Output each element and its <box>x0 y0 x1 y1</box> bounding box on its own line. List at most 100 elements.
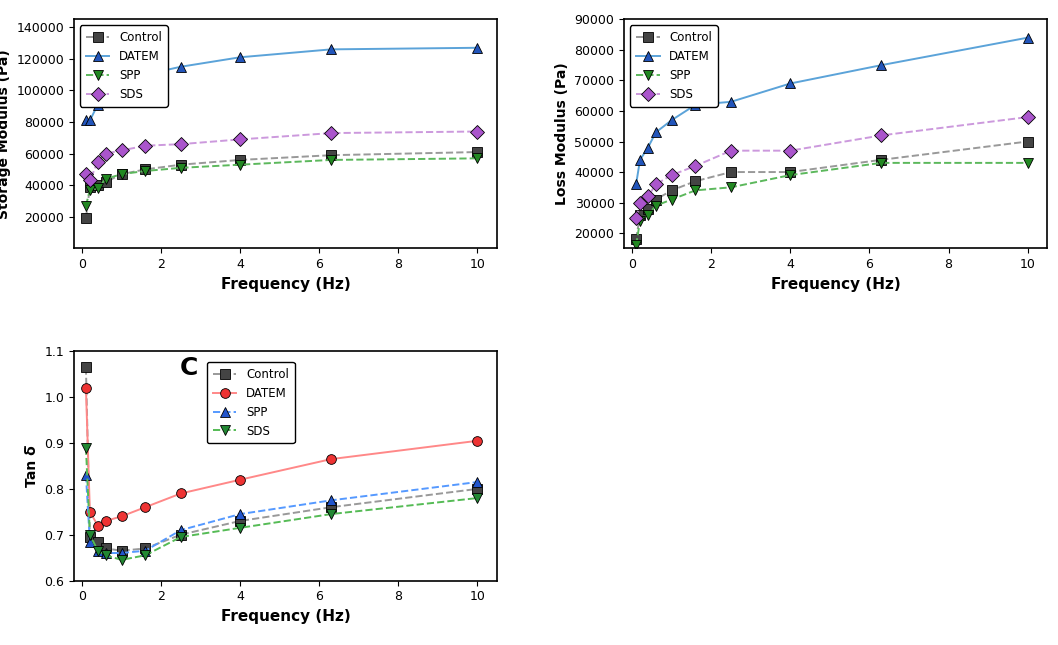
SPP <box>79 202 92 210</box>
SPP <box>175 164 187 172</box>
Control <box>84 533 96 541</box>
Control <box>79 364 92 372</box>
Control <box>91 181 104 189</box>
Text: A: A <box>83 24 102 48</box>
Control <box>875 156 888 164</box>
Control <box>471 485 484 493</box>
Y-axis label: Tan δ̅: Tan δ̅ <box>24 445 39 487</box>
SPP <box>325 156 338 164</box>
SDS <box>471 128 484 135</box>
SDS <box>725 147 737 155</box>
SDS <box>630 214 642 222</box>
SPP <box>471 155 484 163</box>
SPP <box>325 497 338 504</box>
Text: C: C <box>180 356 198 380</box>
SPP <box>641 211 654 219</box>
Control <box>234 156 247 164</box>
Control <box>689 177 701 185</box>
DATEM <box>630 181 642 188</box>
SPP <box>875 159 888 167</box>
Control <box>650 195 662 203</box>
DATEM <box>175 490 187 497</box>
Control <box>725 168 737 176</box>
Control <box>175 161 187 168</box>
Line: DATEM: DATEM <box>81 43 482 125</box>
DATEM <box>115 79 128 86</box>
Line: SPP: SPP <box>81 154 482 211</box>
Line: Control: Control <box>81 147 482 223</box>
DATEM <box>115 513 128 521</box>
Control <box>641 205 654 213</box>
SDS <box>139 142 151 150</box>
Control <box>79 215 92 223</box>
Text: B: B <box>633 24 652 48</box>
DATEM <box>234 476 247 484</box>
Control <box>325 152 338 159</box>
Y-axis label: Loss Modulus (Pa): Loss Modulus (Pa) <box>555 63 569 205</box>
SPP <box>84 186 96 194</box>
SDS <box>471 494 484 502</box>
DATEM <box>84 508 96 515</box>
SDS <box>325 510 338 518</box>
DATEM <box>725 98 737 106</box>
SPP <box>1021 159 1034 167</box>
Control <box>665 186 678 194</box>
Line: SDS: SDS <box>632 112 1033 223</box>
Control <box>91 538 104 546</box>
DATEM <box>634 156 646 164</box>
Control <box>139 544 151 552</box>
SPP <box>99 549 112 557</box>
SPP <box>84 538 96 546</box>
SDS <box>99 551 112 559</box>
SPP <box>471 478 484 486</box>
DATEM <box>91 522 104 530</box>
SDS <box>641 193 654 201</box>
Line: SDS: SDS <box>81 126 482 185</box>
Control <box>139 166 151 174</box>
SPP <box>91 184 104 192</box>
SPP <box>650 202 662 210</box>
DATEM <box>471 44 484 52</box>
Line: DATEM: DATEM <box>632 33 1033 189</box>
DATEM <box>689 101 701 109</box>
SDS <box>79 170 92 178</box>
SPP <box>91 547 104 555</box>
SPP <box>79 471 92 479</box>
Legend: Control, DATEM, SPP, SDS: Control, DATEM, SPP, SDS <box>207 362 295 444</box>
DATEM <box>84 117 96 124</box>
DATEM <box>139 71 151 79</box>
Control <box>325 503 338 511</box>
DATEM <box>99 517 112 525</box>
SDS <box>325 129 338 137</box>
SPP <box>630 241 642 249</box>
Control <box>234 517 247 525</box>
X-axis label: Frequency (Hz): Frequency (Hz) <box>771 277 900 292</box>
Line: SPP: SPP <box>81 470 482 558</box>
SDS <box>139 551 151 559</box>
Control <box>99 178 112 186</box>
DATEM <box>650 128 662 136</box>
X-axis label: Frequency (Hz): Frequency (Hz) <box>221 609 350 624</box>
DATEM <box>325 46 338 54</box>
Y-axis label: Storage Modulus (Pa): Storage Modulus (Pa) <box>0 49 11 219</box>
Legend: Control, DATEM, SPP, SDS: Control, DATEM, SPP, SDS <box>631 25 718 107</box>
SDS <box>634 199 646 206</box>
Legend: Control, DATEM, SPP, SDS: Control, DATEM, SPP, SDS <box>80 25 168 107</box>
SDS <box>689 162 701 170</box>
Line: Control: Control <box>81 362 482 555</box>
X-axis label: Frequency (Hz): Frequency (Hz) <box>221 277 350 292</box>
SPP <box>689 186 701 194</box>
DATEM <box>665 116 678 124</box>
Line: DATEM: DATEM <box>81 383 482 530</box>
Control <box>471 148 484 156</box>
SPP <box>115 549 128 557</box>
SPP <box>634 217 646 224</box>
SDS <box>115 146 128 154</box>
SDS <box>99 150 112 157</box>
Control <box>1021 137 1034 145</box>
DATEM <box>234 54 247 61</box>
SPP <box>115 170 128 178</box>
SDS <box>665 171 678 179</box>
SDS <box>115 556 128 564</box>
Line: SPP: SPP <box>632 158 1033 250</box>
